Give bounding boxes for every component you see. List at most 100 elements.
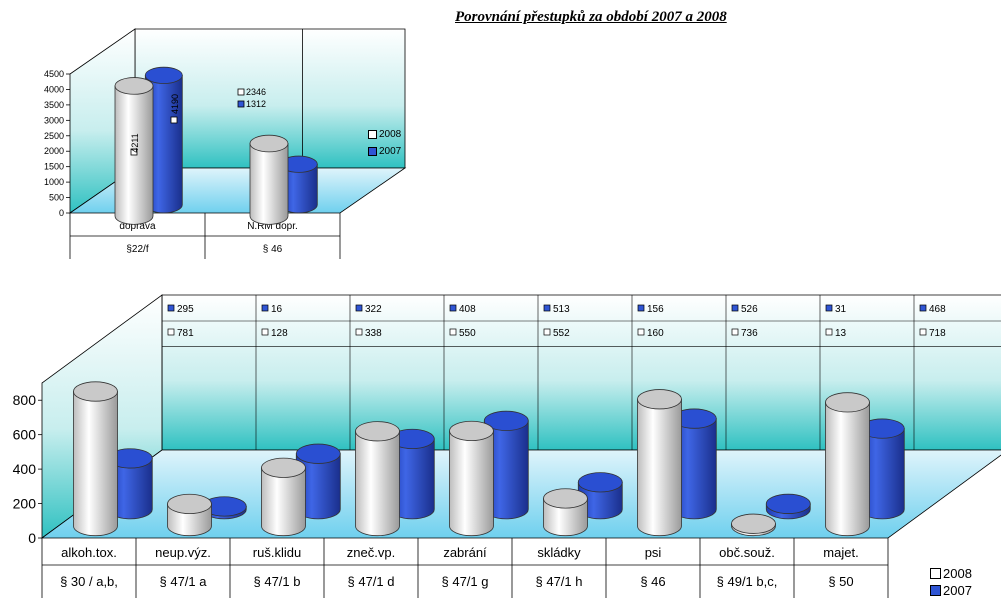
cell-swatch bbox=[261, 328, 269, 336]
cell-value: 736 bbox=[741, 328, 758, 339]
bar-2008 bbox=[731, 513, 776, 537]
cell-swatch bbox=[167, 304, 175, 312]
bar-body bbox=[73, 391, 118, 537]
legend-label: 2008 bbox=[379, 129, 402, 140]
bar-top bbox=[249, 134, 289, 153]
category-label: alkoh.tox. bbox=[61, 545, 117, 560]
y-tick-label: 1500 bbox=[44, 162, 64, 172]
data-label-2007: 1312 bbox=[237, 99, 266, 109]
table-cell-2007: 295 bbox=[167, 304, 194, 315]
data-label-2008: 2346 bbox=[237, 87, 266, 97]
bar-2008 bbox=[637, 389, 682, 537]
bar-2007 bbox=[859, 418, 905, 520]
legend-swatch-2007 bbox=[368, 147, 377, 156]
cell-swatch bbox=[731, 328, 739, 336]
bar-2008 bbox=[825, 392, 870, 537]
data-label-text: 4190 bbox=[170, 94, 180, 114]
bar-top bbox=[449, 420, 494, 442]
cell-value: 718 bbox=[929, 328, 946, 339]
y-tick-label: 1000 bbox=[44, 177, 64, 187]
table-cell-2007: 513 bbox=[543, 304, 570, 315]
bar-top bbox=[73, 381, 118, 402]
y-tick-label: 3500 bbox=[44, 100, 64, 110]
bar-body bbox=[637, 398, 682, 537]
legend-item-2007: 2007 bbox=[368, 146, 401, 157]
bottom-chart: 0 200 400 600 800 295 781 16 128 322 338 408 550 513 5… bbox=[13, 294, 1001, 598]
label-swatch bbox=[130, 148, 138, 156]
cell-value: 322 bbox=[365, 304, 382, 315]
data-label-text: 2346 bbox=[246, 87, 266, 97]
y-tick-label: 200 bbox=[13, 496, 37, 512]
table-cell-2007: 16 bbox=[261, 304, 283, 315]
legend-label: 2008 bbox=[943, 566, 972, 581]
category-label: skládky bbox=[537, 545, 581, 560]
category-sublabel: §22/f bbox=[126, 244, 148, 255]
legend-item-2007: 2007 bbox=[930, 583, 972, 598]
bar-2008 bbox=[249, 134, 289, 225]
table-cell-2007: 468 bbox=[919, 304, 946, 315]
cell-value: 526 bbox=[741, 304, 758, 315]
bar-2007 bbox=[144, 66, 183, 214]
table-cell-2007: 322 bbox=[355, 304, 382, 315]
bar-top bbox=[144, 66, 183, 84]
table-cell-2008: 736 bbox=[731, 328, 758, 339]
bar-2007 bbox=[279, 155, 318, 214]
category-label: N.RM dopr. bbox=[247, 221, 298, 232]
cell-value: 338 bbox=[365, 328, 382, 339]
category-label: majet. bbox=[823, 545, 858, 560]
category-sublabel: § 47/1 d bbox=[348, 574, 395, 589]
table-cell-2008: 128 bbox=[261, 328, 288, 339]
cell-value: 513 bbox=[553, 304, 570, 315]
y-tick-label: 3000 bbox=[44, 115, 64, 125]
cell-swatch bbox=[167, 328, 175, 336]
legend-swatch-2008 bbox=[368, 130, 377, 139]
category-label: psi bbox=[645, 545, 662, 560]
cell-swatch bbox=[919, 304, 927, 312]
table-cell-2007: 156 bbox=[637, 304, 664, 315]
legend-swatch-2007 bbox=[930, 585, 941, 596]
bar-2007 bbox=[765, 493, 811, 520]
label-swatch bbox=[237, 100, 245, 108]
bar-top bbox=[295, 443, 341, 464]
cell-swatch bbox=[731, 304, 739, 312]
cell-swatch bbox=[355, 304, 363, 312]
y-tick-label: 2500 bbox=[44, 131, 64, 141]
cell-swatch bbox=[637, 304, 645, 312]
cell-value: 31 bbox=[835, 304, 847, 315]
bar-2008 bbox=[355, 421, 400, 537]
cell-swatch bbox=[355, 328, 363, 336]
category-sublabel: § 46 bbox=[263, 244, 283, 255]
category-sublabel: § 50 bbox=[828, 574, 853, 589]
bar-body bbox=[543, 498, 588, 537]
bar-top bbox=[637, 389, 682, 410]
table-cell-2008: 718 bbox=[919, 328, 946, 339]
bar-top bbox=[543, 488, 588, 509]
y-tick-label: 400 bbox=[13, 461, 37, 477]
bar-top bbox=[731, 513, 776, 534]
legend-label: 2007 bbox=[943, 583, 972, 598]
bar-2008 bbox=[261, 457, 306, 537]
bar-body bbox=[449, 430, 494, 537]
bar-2008 bbox=[449, 420, 494, 537]
cell-value: 468 bbox=[929, 304, 946, 315]
category-sublabel: § 47/1 h bbox=[536, 574, 583, 589]
category-sublabel: § 47/1 a bbox=[160, 574, 208, 589]
cell-swatch bbox=[449, 304, 457, 312]
cell-swatch bbox=[825, 304, 833, 312]
bar-top bbox=[825, 392, 870, 413]
cell-value: 550 bbox=[459, 328, 476, 339]
category-label: obč.souž. bbox=[719, 545, 775, 560]
cell-swatch bbox=[919, 328, 927, 336]
legend-label: 2007 bbox=[379, 146, 402, 157]
category-label: ruš.klidu bbox=[253, 545, 301, 560]
bar-top bbox=[167, 493, 212, 515]
bar-2007 bbox=[295, 443, 341, 520]
bar-2008 bbox=[73, 381, 118, 537]
table-cell-2008: 160 bbox=[637, 328, 664, 339]
bar-2008 bbox=[167, 493, 212, 537]
y-tick-label: 0 bbox=[59, 208, 64, 218]
y-tick-label: 2000 bbox=[44, 146, 64, 156]
category-label: neup.výz. bbox=[155, 545, 211, 560]
cell-swatch bbox=[261, 304, 269, 312]
cell-value: 552 bbox=[553, 328, 570, 339]
